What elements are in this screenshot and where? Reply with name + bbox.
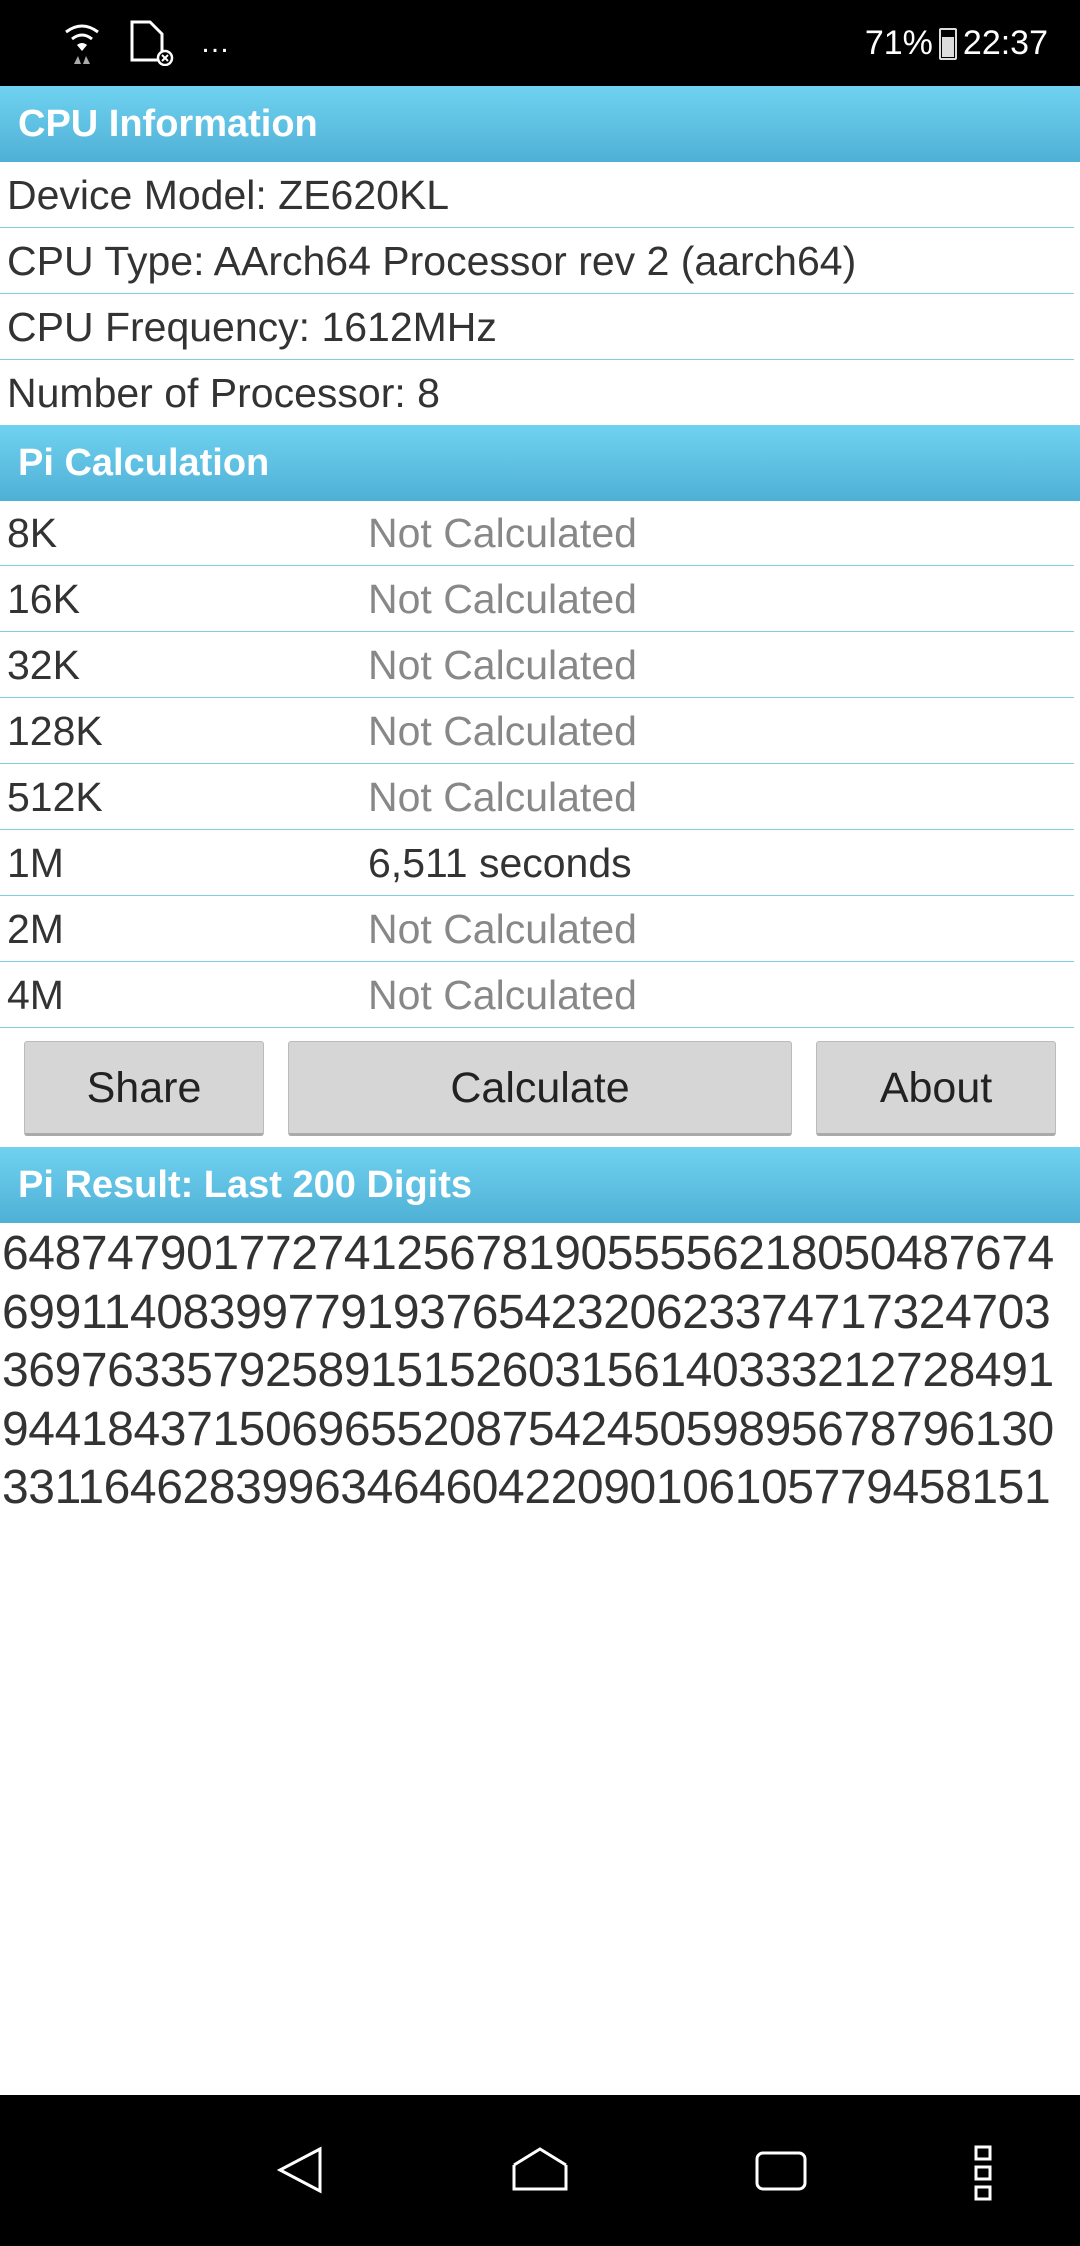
digits-line: 3311646283996346460422090106105779458151 (2, 1461, 1051, 1514)
pi-row: 8K Not Calculated (0, 500, 1074, 566)
pi-row: 512K Not Calculated (0, 764, 1074, 830)
pi-row: 4M Not Calculated (0, 962, 1074, 1028)
wifi-icon (65, 24, 99, 64)
digits-line: 9441843715069655208754245059895678796130 (2, 1402, 1054, 1456)
pi-row: 16K Not Calculated (0, 566, 1074, 632)
pi-row: 1M 6,511 seconds (0, 830, 1074, 896)
pi-time-value: 6,511 seconds (368, 840, 632, 886)
pi-size-label: 2M (7, 906, 64, 952)
more-notifications-icon: … (200, 26, 230, 59)
pi-size-label: 128K (7, 708, 103, 754)
cpu-type: CPU Type: AArch64 Processor rev 2 (aarch… (0, 228, 1074, 294)
pi-row: 128K Not Calculated (0, 698, 1074, 764)
home-icon[interactable] (510, 2145, 570, 2195)
pi-time-value: Not Calculated (368, 510, 637, 556)
processor-count: Number of Processor: 8 (7, 370, 440, 416)
pi-size-label: 16K (7, 576, 80, 622)
pi-time-value: Not Calculated (368, 708, 637, 754)
pi-time-value: Not Calculated (368, 972, 637, 1018)
battery-icon (938, 27, 957, 60)
clock: 22:37 (962, 24, 1048, 62)
pi-row: 32K Not Calculated (0, 632, 1074, 698)
pi-time-value: Not Calculated (368, 774, 637, 820)
pi-time-value: Not Calculated (368, 642, 637, 688)
battery-percent: 71% (864, 24, 933, 62)
navigation-bar (0, 2095, 1080, 2246)
cpu-frequency: CPU Frequency: 1612MHz (0, 294, 1074, 360)
pi-time-value: Not Calculated (368, 576, 637, 622)
calculate-button[interactable]: Calculate (288, 1041, 792, 1136)
recent-apps-icon[interactable] (754, 2145, 808, 2195)
about-button[interactable]: About (816, 1041, 1056, 1136)
pi-calculation-header: Pi Calculation (0, 425, 1080, 501)
pi-result-header: Pi Result: Last 200 Digits (0, 1147, 1080, 1223)
digits-line: 6991140839977919376542320623374717324703 (2, 1285, 1051, 1339)
back-icon[interactable] (276, 2145, 326, 2195)
status-bar: … 71% 22:37 (0, 0, 1080, 86)
pi-size-label: 4M (7, 972, 64, 1018)
menu-icon[interactable] (972, 2145, 996, 2201)
pi-size-label: 8K (7, 510, 58, 556)
share-button[interactable]: Share (24, 1041, 264, 1136)
digits-line: 6487479017727412567819055556218050487674 (2, 1227, 1054, 1280)
cpu-information-header: CPU Information (0, 86, 1080, 162)
sd-card-icon (130, 20, 174, 66)
pi-time-value: Not Calculated (368, 906, 637, 952)
pi-digits: 6487479017727412567819055556218050487674… (2, 1225, 1054, 1518)
pi-size-label: 512K (7, 774, 103, 820)
pi-row: 2M Not Calculated (0, 896, 1074, 962)
digits-line: 3697633579258915152603156140333212728491 (2, 1344, 1054, 1397)
pi-size-label: 1M (7, 840, 64, 886)
pi-size-label: 32K (7, 642, 80, 688)
device-model: Device Model: ZE620KL (0, 162, 1074, 228)
